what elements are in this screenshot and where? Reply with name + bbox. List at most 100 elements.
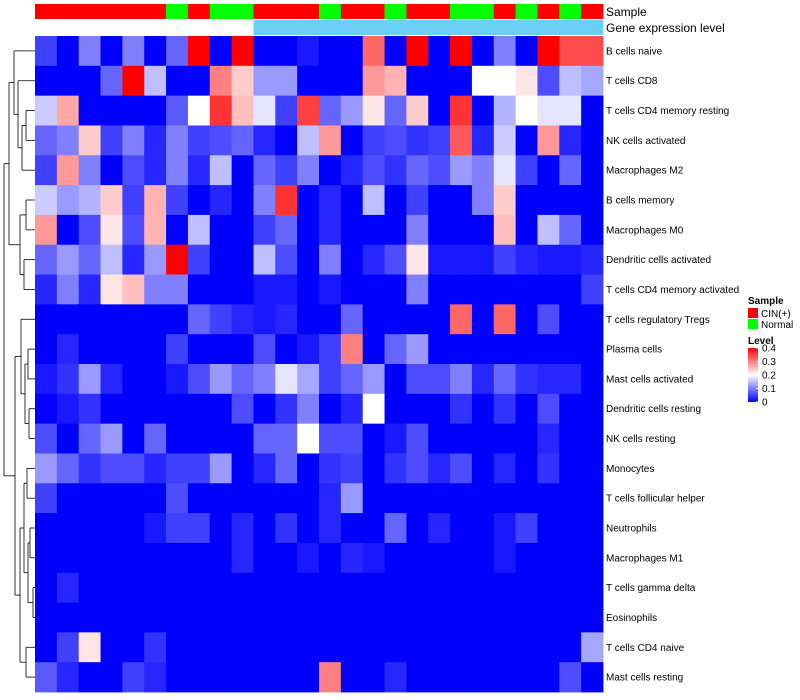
heatmap-cell (362, 602, 385, 633)
heatmap-cell (144, 214, 167, 246)
annotation-cell-0-3 (100, 4, 123, 19)
heatmap-cell (209, 125, 233, 156)
heatmap-cell (297, 185, 320, 216)
heatmap-cell (406, 125, 429, 156)
row-label: T cells CD4 memory resting (606, 106, 729, 117)
legend-level-gradient (748, 348, 758, 402)
heatmap-cell (166, 155, 189, 186)
heatmap-cell (56, 304, 80, 335)
heatmap-cell (35, 542, 58, 574)
heatmap-cell (231, 542, 254, 574)
heatmap-cell (78, 423, 101, 454)
annotation-cell-0-20 (471, 4, 495, 19)
heatmap-cell (515, 542, 538, 574)
heatmap-cell (581, 244, 604, 275)
heatmap-cell (78, 662, 101, 693)
legend-level-title: Level (748, 336, 774, 347)
heatmap-cell (537, 572, 560, 603)
heatmap-cell (100, 36, 123, 67)
heatmap-cell (471, 662, 495, 693)
heatmap-cell (559, 572, 582, 603)
heatmap-cell (166, 364, 189, 395)
heatmap-cell (581, 185, 604, 216)
heatmap-cell (406, 214, 429, 246)
heatmap-cell (100, 513, 123, 544)
heatmap-cell (78, 334, 101, 365)
heatmap-cell (406, 155, 429, 186)
heatmap-cell (297, 274, 320, 305)
heatmap-cell (537, 155, 560, 186)
heatmap-cell (209, 423, 233, 454)
heatmap-cell (581, 662, 604, 693)
heatmap-cell (471, 334, 495, 365)
annotation-cell-1-16 (384, 20, 407, 35)
heatmap-cell (384, 36, 407, 67)
heatmap-cell (340, 185, 364, 216)
heatmap-cell (187, 632, 211, 663)
heatmap-cell (187, 95, 211, 126)
annotation-cell-0-19 (450, 4, 473, 19)
heatmap-cell (362, 36, 385, 67)
heatmap-cell (406, 244, 429, 275)
heatmap-cell (253, 364, 276, 395)
heatmap-cell (35, 662, 58, 693)
heatmap-cell (406, 542, 429, 574)
heatmap-cell (428, 214, 451, 246)
heatmap-cell (581, 214, 604, 246)
heatmap-cell (122, 214, 145, 246)
heatmap-cell (144, 304, 167, 335)
heatmap-cell (559, 304, 582, 335)
heatmap-cell (559, 244, 582, 275)
heatmap-cell (275, 513, 298, 544)
heatmap-cell (384, 334, 407, 365)
heatmap-cell (100, 602, 123, 633)
heatmap-cell (319, 453, 342, 484)
heatmap-cell (78, 155, 101, 186)
legend-level-tick-label: 0.1 (762, 384, 776, 395)
heatmap-cell (559, 364, 582, 395)
heatmap-cell (581, 36, 604, 67)
heatmap-cell (428, 602, 451, 633)
heatmap-cell (100, 274, 123, 305)
heatmap-cell (209, 36, 233, 67)
heatmap-cell (362, 393, 385, 425)
heatmap-cell (581, 393, 604, 425)
heatmap-cell (537, 185, 560, 216)
heatmap-cell (166, 214, 189, 246)
annotation-cell-0-17 (406, 4, 429, 19)
annotation-cell-0-25 (581, 4, 604, 19)
annotation-cell-0-23 (537, 4, 560, 19)
heatmap-cell (56, 602, 80, 633)
heatmap-cell (493, 244, 517, 275)
heatmap-cell (581, 542, 604, 574)
heatmap-cell (187, 393, 211, 425)
heatmap-cell (231, 214, 254, 246)
heatmap-cell (340, 244, 364, 275)
heatmap-cell (100, 662, 123, 693)
heatmap-cell (231, 364, 254, 395)
heatmap-cell (471, 95, 495, 126)
heatmap-cell (166, 65, 189, 97)
heatmap-cell (122, 453, 145, 484)
row-label: T cells CD4 memory activated (606, 285, 739, 296)
heatmap-cell (493, 155, 517, 186)
heatmap-cell (166, 95, 189, 126)
heatmap-cell (100, 125, 123, 156)
annotation-cell-1-3 (100, 20, 123, 35)
annotation-cell-0-14 (340, 4, 363, 19)
heatmap-cell (319, 334, 342, 365)
heatmap-cell (319, 214, 342, 246)
heatmap-cell (100, 423, 123, 454)
heatmap-cell (515, 513, 538, 544)
heatmap-cell (471, 453, 495, 484)
heatmap-cell (231, 125, 254, 156)
heatmap-cell (428, 513, 451, 544)
annotation-labels: Sample Gene expression level (606, 5, 725, 35)
heatmap-cell (275, 274, 298, 305)
heatmap-cell (100, 632, 123, 663)
heatmap-cell (144, 393, 167, 425)
annotation-cell-0-1 (56, 4, 79, 19)
heatmap-cell (537, 632, 560, 663)
heatmap-cell (319, 423, 342, 454)
